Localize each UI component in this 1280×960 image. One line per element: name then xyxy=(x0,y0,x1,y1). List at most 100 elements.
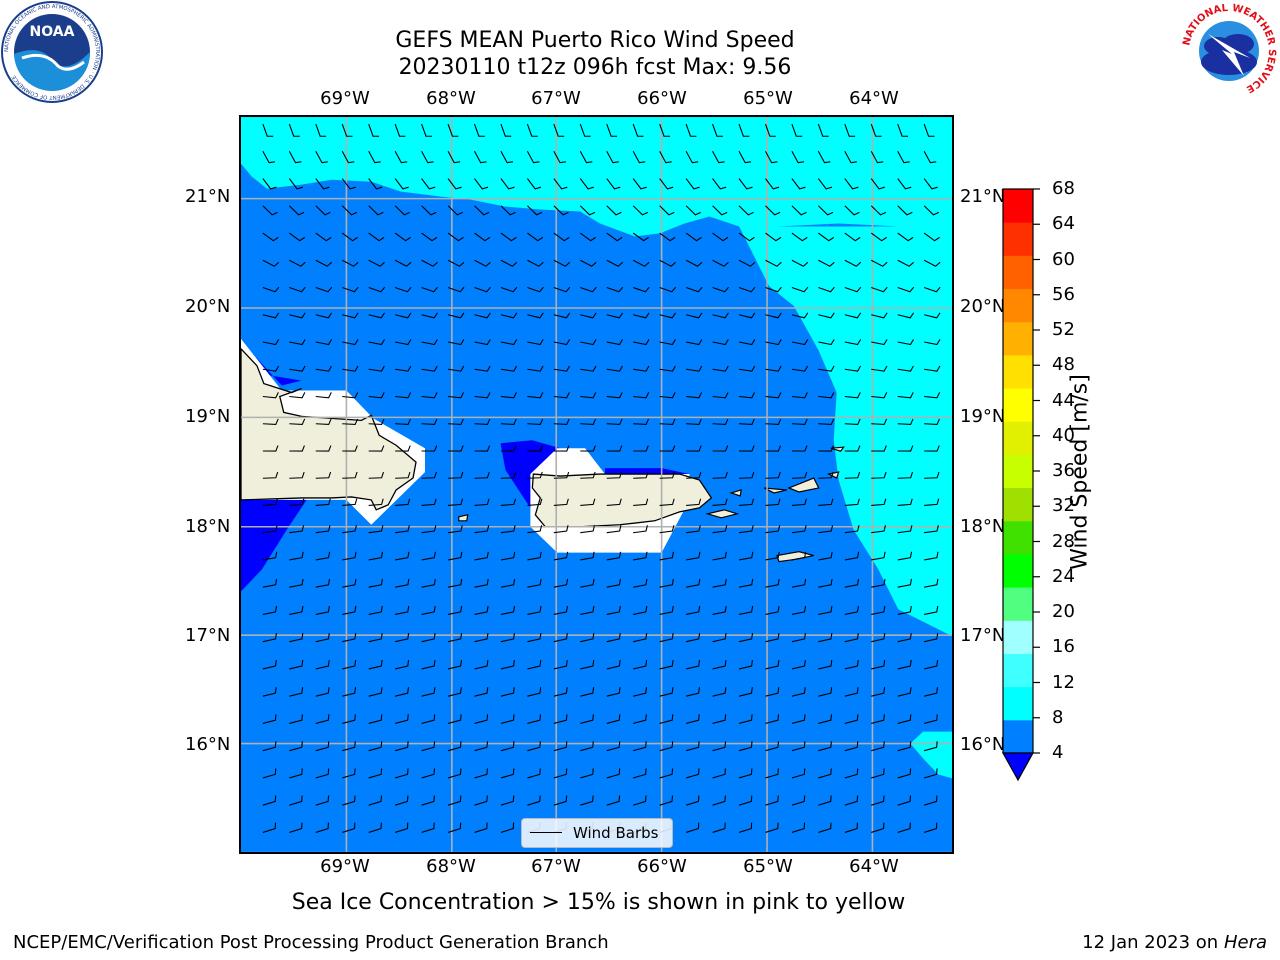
wind-barb xyxy=(474,525,490,534)
wind-barb xyxy=(818,445,834,452)
wind-barb xyxy=(341,123,353,137)
wind-barb xyxy=(633,471,649,479)
wind-barb xyxy=(844,660,859,670)
wind-barb xyxy=(791,392,808,399)
wind-barb xyxy=(368,178,383,190)
wind-barb xyxy=(500,687,515,697)
wind-barb xyxy=(421,578,436,588)
lat-label-left-20n: 20°N xyxy=(185,296,231,317)
wind-barb xyxy=(315,498,331,507)
wind-barb xyxy=(791,632,806,643)
wind-barb xyxy=(712,768,727,779)
colorbar-tick-label: 28 xyxy=(1052,530,1075,552)
lon-label-bottom-69w: 69°W xyxy=(320,856,370,877)
wind-barb xyxy=(289,445,305,452)
wind-barb xyxy=(923,795,938,806)
wind-barb xyxy=(818,232,835,242)
wind-barb xyxy=(394,151,408,164)
anegada-land xyxy=(826,471,840,479)
wind-barb xyxy=(315,123,327,137)
wind-barb xyxy=(447,605,463,616)
wind-barb xyxy=(606,205,622,216)
wind-barb xyxy=(606,578,622,588)
wind-barb xyxy=(527,578,542,588)
wind-barb xyxy=(342,312,359,319)
wind-barb xyxy=(924,339,941,346)
colorbar-band xyxy=(1003,553,1033,588)
wind-barb xyxy=(315,714,330,724)
wind-barb xyxy=(791,822,806,833)
wind-barb xyxy=(897,286,915,293)
wind-barb xyxy=(686,365,703,372)
wind-barb xyxy=(527,714,542,724)
lon-label-bottom-66w: 66°W xyxy=(637,856,687,877)
wind-barb xyxy=(659,551,675,561)
wind-barb xyxy=(897,795,912,806)
wind-barb xyxy=(897,392,914,399)
wind-barb xyxy=(341,151,355,164)
wind-barb xyxy=(368,445,385,452)
wind-barb xyxy=(765,445,782,452)
wind-barb xyxy=(897,578,912,588)
wind-barb xyxy=(342,471,358,479)
wind-barb xyxy=(870,232,887,242)
wind-barb xyxy=(288,178,304,190)
wind-barb xyxy=(712,471,728,479)
wind-barb xyxy=(447,714,462,724)
wind-barb xyxy=(342,632,357,643)
lat-label-right-17n: 17°N xyxy=(960,625,1006,646)
wind-barb xyxy=(818,339,835,346)
wind-barb xyxy=(871,741,885,752)
wind-barb xyxy=(341,205,358,216)
wind-barb xyxy=(368,259,385,267)
wind-barb xyxy=(791,498,807,507)
wind-barb xyxy=(500,312,518,319)
wind-barb xyxy=(395,660,410,670)
wind-barb xyxy=(527,605,542,616)
wind-barb xyxy=(395,339,412,346)
wind-barb xyxy=(580,365,597,372)
colorbar-band xyxy=(1003,354,1033,389)
wind-barb xyxy=(924,660,939,670)
wind-barb xyxy=(791,741,806,752)
wind-barb xyxy=(606,365,623,372)
wind-barb xyxy=(315,795,330,806)
wind-barb xyxy=(685,123,697,137)
wind-barb xyxy=(712,795,726,806)
footer-date: 12 Jan 2023 on Hera xyxy=(1082,932,1267,953)
wind-barb xyxy=(289,232,306,242)
wind-barb xyxy=(844,312,862,319)
wind-barb xyxy=(421,471,437,479)
wind-barb xyxy=(765,178,780,190)
wind-barb xyxy=(474,795,488,806)
lon-label-bottom-65w: 65°W xyxy=(743,856,793,877)
wind-barb xyxy=(844,795,859,806)
wind-barb xyxy=(421,259,438,267)
wind-barb xyxy=(262,525,278,534)
wind-barb xyxy=(315,418,332,426)
wind-barb xyxy=(633,312,650,319)
wind-8-12-region-north xyxy=(241,117,952,237)
wind-barb xyxy=(659,660,674,670)
wind-barb xyxy=(580,525,596,534)
wind-barb xyxy=(817,205,834,216)
wind-barb xyxy=(606,687,621,697)
wind-barb xyxy=(818,578,833,588)
wind-barb xyxy=(659,795,674,806)
wind-barb xyxy=(474,418,491,426)
wind-barb xyxy=(738,741,753,752)
wind-barb xyxy=(844,822,858,833)
wind-barb xyxy=(579,205,596,216)
wind-barb xyxy=(871,498,887,507)
colorbar-band xyxy=(1003,620,1033,654)
wind-barb xyxy=(738,123,750,137)
wind-barb xyxy=(421,660,436,670)
wind-barb xyxy=(447,525,463,534)
wind-barb xyxy=(659,525,675,534)
wind-barb xyxy=(500,632,516,643)
wind-barb xyxy=(527,632,542,643)
wind-barb xyxy=(342,660,357,670)
wind-barb xyxy=(580,714,594,724)
wind-barb xyxy=(500,286,518,293)
wind-barb xyxy=(315,551,331,561)
